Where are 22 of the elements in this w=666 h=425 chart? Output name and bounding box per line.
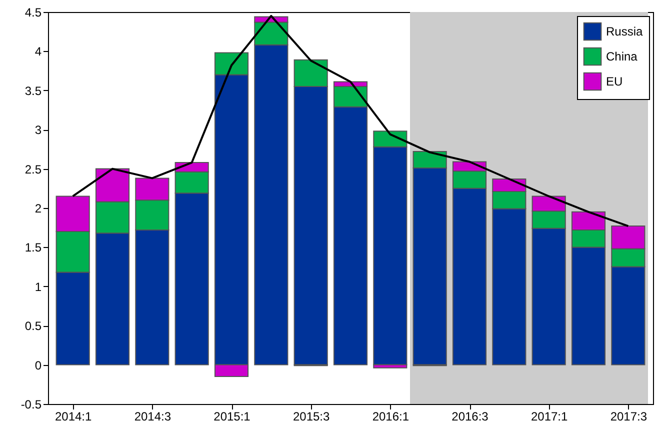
x-tick-label: 2016:1: [372, 410, 410, 424]
y-tick-label: 0.5: [24, 319, 42, 334]
y-tick-label: 2.5: [24, 162, 42, 176]
legend-label: China: [606, 50, 638, 64]
legend-label: EU: [606, 74, 623, 88]
x-tick-label: 2017:3: [610, 410, 648, 424]
y-tick-label: 3.5: [24, 84, 42, 98]
legend-label: Russia: [606, 24, 644, 38]
y-tick-label: 4.5: [24, 6, 42, 20]
x-tick-label: 2014:1: [54, 410, 92, 424]
y-tick-label: -0.5: [20, 398, 42, 412]
y-tick-label: 2: [34, 202, 42, 216]
x-tick-label: 2015:3: [292, 410, 330, 424]
y-tick-label: 0: [34, 358, 42, 372]
x-tick-label: 2017:1: [530, 410, 568, 424]
x-tick-label: 2016:3: [452, 410, 489, 424]
y-tick-label: 1.5: [24, 240, 42, 255]
x-tick-label: 2014:3: [134, 410, 172, 424]
y-tick-label: 4: [34, 44, 42, 59]
y-tick-label: 1: [34, 280, 42, 294]
y-tick-label: 3: [34, 123, 42, 138]
x-tick-label: 2015:1: [214, 410, 251, 424]
